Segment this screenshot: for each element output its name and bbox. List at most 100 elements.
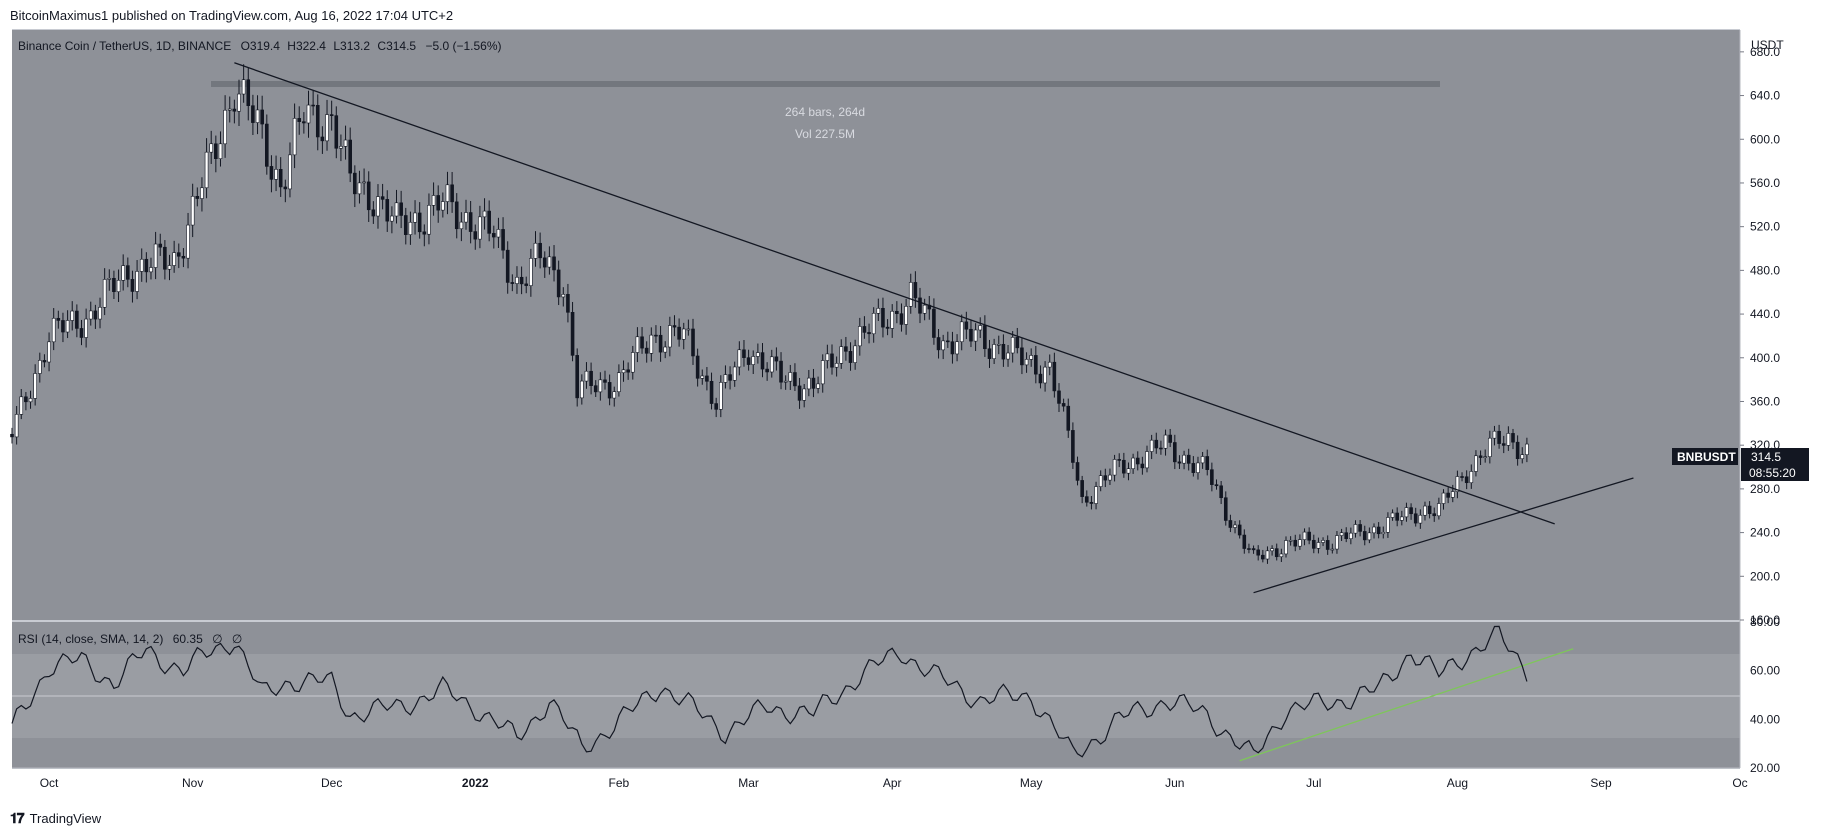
candle-up — [1284, 540, 1288, 555]
rsi-axis-ticks: 80.00 60.00 40.00 20.00 — [1750, 615, 1780, 775]
candle-down — [969, 328, 973, 342]
time-tick-label: 2022 — [462, 776, 489, 790]
candle-down — [1057, 390, 1061, 404]
candle-down — [1511, 433, 1515, 443]
rsi-trendline[interactable] — [1239, 648, 1574, 762]
candle-down — [144, 258, 149, 273]
candle-down — [297, 118, 302, 122]
candle-down — [885, 326, 890, 329]
candle-up — [33, 373, 37, 399]
candle-up — [394, 202, 399, 217]
candle-up — [37, 360, 42, 374]
candle-down — [552, 256, 556, 271]
candle-up — [621, 369, 626, 374]
candle-down — [348, 139, 352, 174]
candle-down — [542, 257, 547, 268]
candle-down — [626, 369, 630, 373]
candle-down — [1395, 512, 1399, 521]
candle-down — [403, 215, 408, 235]
candle-down — [593, 385, 598, 393]
candle-up — [288, 154, 292, 190]
candle-down — [566, 294, 570, 313]
candle-up — [561, 294, 566, 298]
candle-down — [1066, 405, 1071, 431]
candle-down — [1135, 457, 1140, 465]
candle-down — [1274, 548, 1279, 558]
rsi-line — [11, 625, 1528, 758]
candle-down — [746, 357, 751, 365]
price-tick-label: 600.0 — [1750, 132, 1780, 146]
time-tick-label: Jul — [1306, 776, 1321, 790]
candle-up — [121, 265, 125, 281]
candle-down — [830, 353, 834, 368]
candle-down — [589, 370, 593, 386]
candle-up — [1437, 503, 1441, 517]
candle-up — [904, 306, 908, 325]
candle-up — [98, 306, 102, 320]
candle-down — [417, 212, 422, 233]
candle-up — [533, 242, 538, 259]
price-tick-label: 440.0 — [1750, 307, 1780, 321]
candle-down — [519, 276, 524, 285]
rsi-value: 60.35 — [173, 632, 203, 646]
legend-high: 322.4 — [296, 39, 326, 53]
candle-down — [269, 166, 274, 180]
candle-down — [1478, 455, 1483, 458]
candle-up — [376, 196, 380, 217]
candle-down — [811, 377, 816, 389]
price-pane[interactable] — [12, 30, 1740, 620]
candle-up — [1149, 439, 1154, 452]
candle-down — [42, 360, 47, 363]
price-trendline[interactable] — [1253, 477, 1634, 594]
candle-up — [408, 221, 413, 235]
candle-up — [1423, 505, 1427, 516]
candle-down — [24, 396, 28, 403]
candle-up — [325, 114, 329, 142]
last-price-tag[interactable]: BNBUSDT 314.5 08:55:20 — [1672, 448, 1809, 481]
candle-up — [209, 143, 214, 153]
candle-down — [709, 380, 714, 404]
candle-up — [876, 307, 881, 314]
candle-down — [79, 328, 84, 338]
footer[interactable]: 𝟏𝟕 TradingView — [10, 810, 101, 827]
candle-down — [1015, 337, 1020, 349]
candle-down — [126, 265, 130, 280]
candle-down — [1117, 459, 1122, 461]
candle-down — [1515, 441, 1520, 460]
candle-down — [56, 317, 61, 321]
range-measure-bar[interactable] — [211, 81, 1440, 87]
candle-up — [723, 374, 728, 383]
price-tag-bg — [1741, 448, 1809, 481]
candle-down — [1237, 524, 1242, 536]
candle-down — [334, 115, 339, 149]
candle-up — [153, 243, 158, 268]
candle-down — [1413, 513, 1418, 524]
candle-up — [102, 279, 107, 308]
rsi-tick-label: 40.00 — [1750, 712, 1780, 726]
candle-up — [1047, 361, 1052, 368]
candle-up — [580, 380, 584, 399]
price-tag-countdown: 08:55:20 — [1749, 466, 1796, 480]
candle-up — [1279, 553, 1284, 558]
candle-down — [774, 356, 779, 362]
price-trendline[interactable] — [234, 62, 1555, 525]
candle-up — [1418, 514, 1423, 524]
candle-up — [362, 181, 366, 184]
legend-symbol: Binance Coin / TetherUS, 1D, BINANCE — [18, 39, 231, 53]
candle-up — [459, 221, 464, 230]
chart-legend[interactable]: Binance Coin / TetherUS, 1D, BINANCE O31… — [18, 39, 502, 53]
candle-down — [1159, 447, 1163, 450]
candle-up — [959, 321, 964, 343]
candle-down — [353, 172, 357, 195]
candle-down — [556, 269, 561, 298]
time-tick-label: Oc — [1732, 776, 1747, 790]
candle-down — [1293, 539, 1298, 547]
candle-up — [14, 414, 19, 438]
candle-up — [223, 109, 227, 145]
candle-up — [1353, 524, 1358, 534]
candle-up — [1182, 454, 1186, 464]
rsi-line-layer — [11, 625, 1528, 758]
rsi-legend[interactable]: RSI (14, close, SMA, 14, 2) 60.35 ∅ ∅ — [18, 632, 242, 646]
candle-down — [436, 195, 441, 211]
